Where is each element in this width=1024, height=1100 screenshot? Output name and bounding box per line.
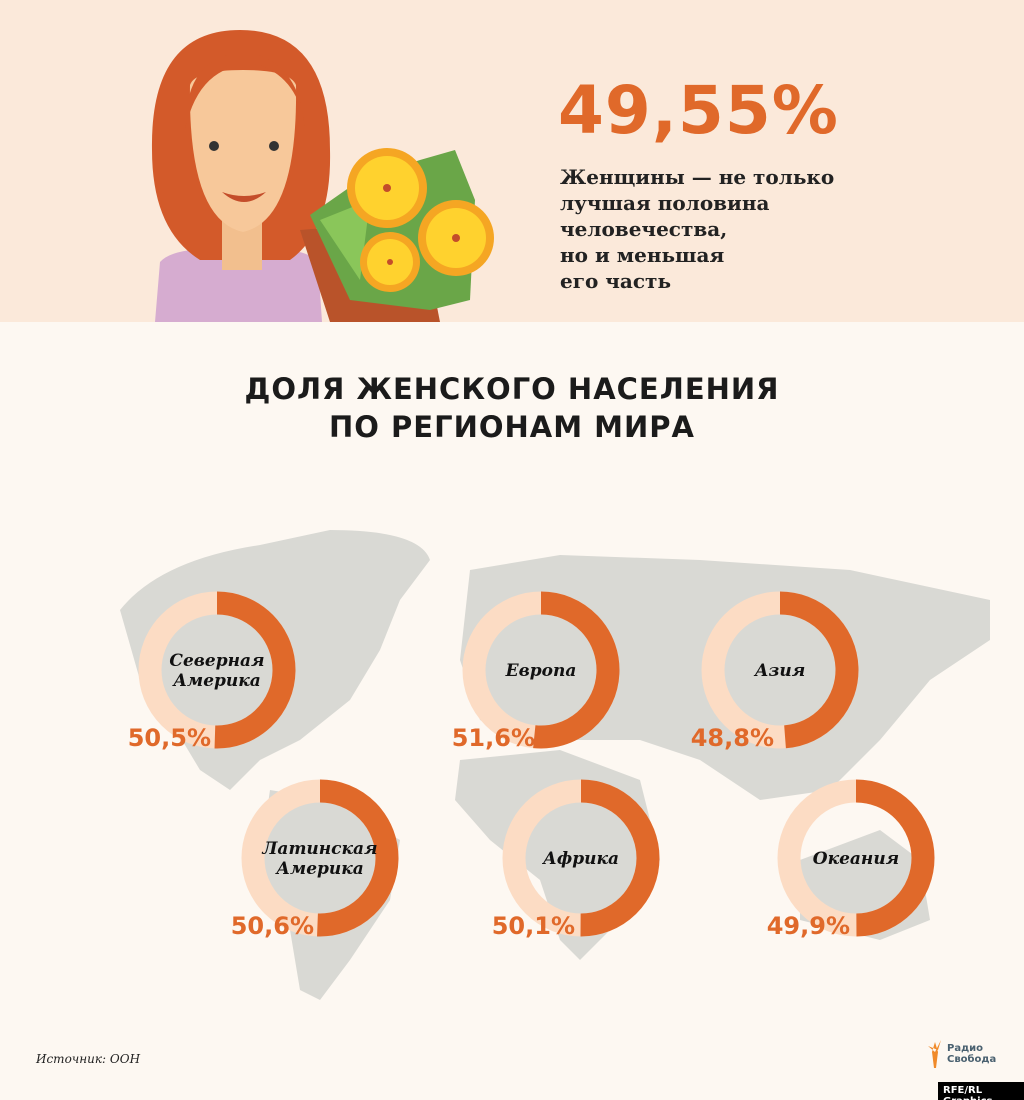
region-label: Азия [753,661,806,681]
region-label: Океания [813,849,899,869]
credit-badge: RFE/RL Graphics [938,1082,1024,1100]
headline-percent: 49,55% [558,72,839,149]
woman-with-flowers-illustration [151,30,494,322]
donut-1: Европа 51,6% [452,591,620,752]
donut-female-segment [779,591,859,749]
torch-icon [928,1040,941,1068]
donut-5: Океания 49,9% [767,779,935,940]
region-label: Америка [171,671,261,691]
region-label: Африка [541,849,619,869]
headline-subtitle: Женщины — не только лучшая половина чело… [560,165,835,293]
donut-female-segment [533,591,620,749]
region-label: Европа [505,661,577,681]
value-label: 49,9% [767,912,850,940]
flower-icon [360,232,420,292]
flower-icon [418,200,494,276]
region-label: Северная [169,651,264,671]
chart-title: ДОЛЯ ЖЕНСКОГО НАСЕЛЕНИЯ ПО РЕГИОНАМ МИРА [244,372,780,444]
donut-4: Африка 50,1% [492,779,660,940]
value-label: 48,8% [691,724,774,752]
header-banner: 49,55% Женщины — не только лучшая полови… [0,0,1024,322]
region-label: Америка [274,859,364,879]
donut-2: Азия 48,8% [691,591,859,752]
donut-female-segment [855,779,935,937]
source-note: Источник: ООН [36,1052,141,1066]
flower-icon [347,148,427,228]
donut-female-segment [580,779,660,937]
value-label: 50,1% [492,912,575,940]
value-label: 51,6% [452,724,535,752]
donut-female-segment [214,591,296,749]
donut-female-segment [317,779,399,937]
value-label: 50,5% [128,724,211,752]
radio-svoboda-logo: Радио Свобода [926,1038,996,1070]
region-label: Латинская [261,839,377,859]
value-label: 50,6% [231,912,314,940]
